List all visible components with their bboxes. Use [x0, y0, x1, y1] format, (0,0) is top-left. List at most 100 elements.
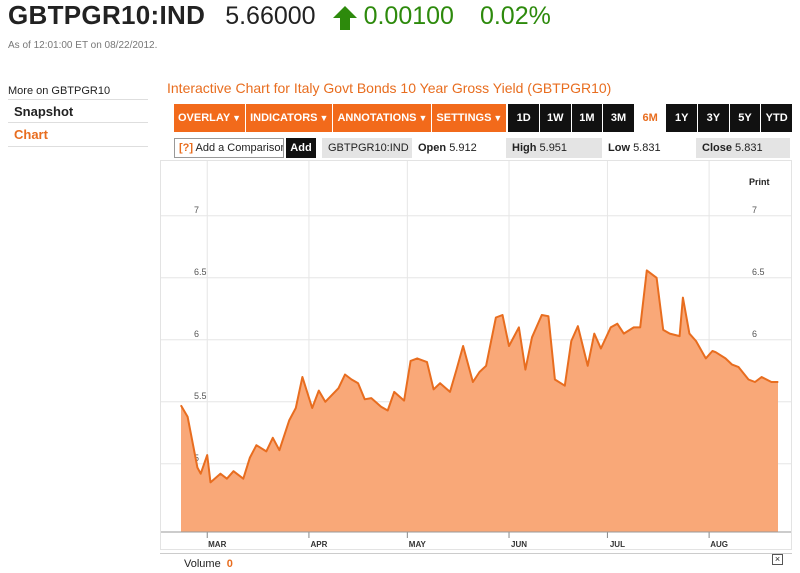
data-point: [616, 323, 618, 325]
x-tick-label: JUN: [511, 540, 527, 549]
x-tick-label: AUG: [710, 540, 728, 549]
data-point: [570, 340, 572, 342]
data-point: [439, 382, 441, 384]
data-point: [242, 478, 244, 480]
data-point: [187, 416, 189, 418]
period-1m-button[interactable]: 1M: [571, 104, 603, 132]
period-ytd-button[interactable]: YTD: [761, 104, 792, 132]
data-point: [547, 315, 549, 317]
data-point: [711, 350, 714, 352]
sidebar-item-chart[interactable]: Chart: [8, 123, 148, 147]
data-point: [416, 357, 418, 359]
price-change: 0.00100: [363, 2, 454, 30]
data-point: [761, 376, 763, 378]
open-stat: Open 5.912: [418, 142, 477, 154]
sidebar-item-snapshot[interactable]: Snapshot: [8, 99, 148, 123]
data-point: [455, 369, 458, 371]
data-point: [462, 345, 464, 347]
close-stat: Close 5.831: [696, 138, 790, 158]
data-point: [623, 333, 625, 335]
data-point: [731, 364, 733, 366]
data-point: [364, 398, 366, 400]
data-point: [485, 365, 487, 367]
data-point: [410, 360, 412, 362]
data-point: [705, 357, 707, 359]
help-icon[interactable]: [?]: [179, 142, 194, 154]
data-point: [541, 314, 543, 316]
period-3m-button[interactable]: 3M: [603, 104, 634, 132]
data-point: [344, 373, 346, 376]
add-comparison-label: Add a Comparison: [195, 142, 284, 154]
data-point: [639, 326, 641, 328]
period-6m-button[interactable]: 6M: [634, 104, 666, 132]
data-point: [449, 391, 451, 393]
data-point: [600, 347, 602, 350]
print-link[interactable]: Print: [749, 177, 770, 187]
period-1w-button[interactable]: 1W: [539, 104, 571, 132]
data-point: [206, 454, 208, 456]
data-point: [754, 381, 756, 383]
period-1d-button[interactable]: 1D: [508, 104, 539, 132]
add-comparison-input[interactable]: [?] Add a Comparison: [174, 138, 284, 158]
data-point: [272, 437, 274, 439]
data-point: [564, 385, 566, 387]
y-tick-label-left: 5.5: [194, 391, 207, 401]
data-point: [387, 409, 389, 412]
data-point: [518, 326, 520, 328]
chart-toolbar: OVERLAY ▼ INDICATORS ▼ ANNOTATIONS ▼ SETTIN…: [174, 104, 792, 132]
data-point: [472, 381, 474, 383]
x-tick-label: JUL: [610, 540, 625, 549]
data-point: [577, 325, 579, 327]
data-point: [688, 333, 691, 335]
symbol-label: GBTPGR10:IND: [322, 138, 412, 158]
data-point: [633, 326, 635, 328]
period-5y-button[interactable]: 5Y: [729, 104, 761, 132]
add-comparison-button[interactable]: Add: [286, 138, 316, 158]
last-price: 5.66000: [225, 2, 316, 30]
overlay-menu-button[interactable]: OVERLAY ▼: [174, 104, 247, 132]
annotations-menu-button[interactable]: ANNOTATIONS ▼: [333, 104, 433, 132]
data-point: [715, 351, 717, 353]
data-point: [669, 333, 671, 335]
data-point: [209, 481, 212, 483]
data-point: [508, 345, 510, 347]
series-area: [181, 270, 778, 532]
price-change-percent: 0.02%: [479, 2, 551, 30]
close-icon[interactable]: ×: [772, 554, 783, 565]
data-point: [656, 277, 658, 279]
caret-down-icon: ▼: [493, 113, 503, 123]
data-point: [495, 316, 497, 319]
data-point: [295, 407, 297, 409]
volume-label: Volume 0: [184, 558, 233, 570]
period-3y-button[interactable]: 3Y: [698, 104, 729, 132]
data-point: [311, 407, 313, 409]
indicators-menu-button[interactable]: INDICATORS ▼: [246, 104, 334, 132]
data-point: [403, 400, 405, 402]
settings-menu-button[interactable]: SETTINGS ▼: [432, 104, 508, 132]
data-point: [478, 371, 481, 373]
data-point: [351, 378, 353, 381]
data-point: [301, 376, 303, 378]
data-point: [587, 365, 589, 367]
data-point: [531, 336, 533, 338]
caret-down-icon: ▼: [418, 113, 428, 123]
data-point: [219, 473, 221, 475]
caret-down-icon: ▼: [319, 113, 329, 123]
data-point: [426, 361, 428, 363]
data-point: [278, 449, 280, 451]
data-point: [337, 387, 340, 389]
data-point: [180, 404, 182, 407]
data-point: [679, 335, 681, 337]
data-point: [357, 382, 359, 384]
data-point: [318, 390, 320, 392]
data-point: [777, 381, 779, 383]
data-point: [226, 478, 228, 480]
data-point: [724, 357, 727, 359]
data-point: [554, 378, 556, 381]
data-point: [200, 473, 202, 475]
data-point: [370, 397, 372, 399]
data-point: [695, 340, 697, 342]
period-1y-button[interactable]: 1Y: [666, 104, 698, 132]
